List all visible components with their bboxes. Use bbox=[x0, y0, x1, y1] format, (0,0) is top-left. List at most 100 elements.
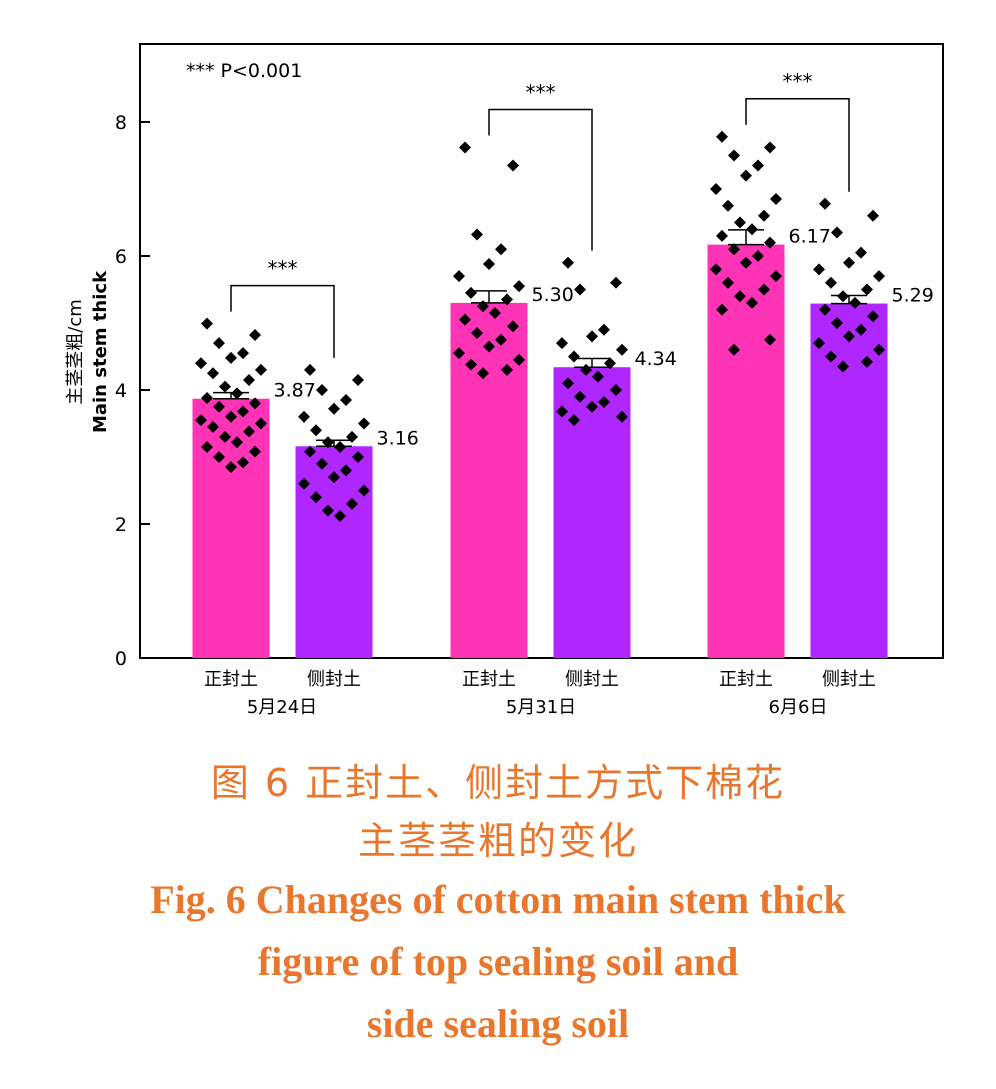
data-point bbox=[610, 276, 622, 289]
caption-cn-line2: 主茎茎粗的变化 bbox=[357, 819, 638, 863]
data-point bbox=[574, 390, 586, 403]
data-point bbox=[722, 199, 734, 212]
significance-note: *** P<0.001 bbox=[186, 60, 302, 82]
data-point bbox=[477, 367, 489, 380]
data-point bbox=[207, 367, 219, 380]
value-label: 3.16 bbox=[377, 427, 419, 449]
data-point bbox=[813, 263, 825, 276]
data-point bbox=[513, 353, 525, 366]
data-point bbox=[328, 471, 340, 484]
data-point bbox=[471, 327, 483, 340]
data-point bbox=[764, 141, 776, 154]
caption-cn-line1: 图 6 正封土、侧封土方式下棉花 bbox=[210, 761, 786, 805]
data-point bbox=[722, 276, 734, 289]
stem-thickness-chart: *** P<0.001 主茎茎粗/cm Main stem thick 0 2 4 6… bbox=[65, 43, 944, 718]
data-point bbox=[243, 425, 255, 438]
data-point bbox=[237, 456, 249, 469]
bar-group: 3.87 正封土 3.16 侧封土 5月24日 *** bbox=[192, 257, 419, 718]
bar bbox=[810, 303, 888, 658]
date-label: 5月31日 bbox=[506, 697, 576, 718]
data-point bbox=[556, 337, 568, 350]
data-point bbox=[213, 451, 225, 463]
data-point bbox=[746, 223, 758, 236]
category-label: 侧封土 bbox=[307, 669, 361, 690]
y-axis-label-cn: 主茎茎粗/cm bbox=[65, 299, 86, 405]
data-point bbox=[459, 141, 471, 154]
data-point bbox=[831, 317, 843, 329]
data-point bbox=[758, 283, 770, 296]
data-point bbox=[352, 373, 364, 386]
data-point bbox=[304, 363, 316, 376]
data-point bbox=[298, 477, 310, 490]
data-point bbox=[237, 405, 249, 418]
data-point bbox=[873, 343, 885, 356]
data-point bbox=[322, 436, 334, 449]
category-label: 正封土 bbox=[719, 669, 773, 690]
data-point bbox=[740, 256, 752, 269]
significance-bracket bbox=[230, 284, 335, 358]
data-point bbox=[249, 397, 261, 410]
data-point bbox=[716, 229, 728, 242]
data-point bbox=[495, 243, 507, 256]
date-label: 6月6日 bbox=[769, 697, 828, 718]
data-point bbox=[819, 303, 831, 316]
data-point bbox=[867, 209, 879, 222]
data-point bbox=[507, 320, 519, 333]
data-point bbox=[195, 414, 207, 427]
caption-en-line1: Fig. 6 Changes of cotton main stem thick bbox=[150, 877, 846, 922]
data-point bbox=[728, 243, 740, 256]
data-point bbox=[358, 484, 370, 497]
data-point bbox=[716, 130, 728, 143]
data-point bbox=[610, 384, 622, 396]
data-point bbox=[507, 159, 519, 172]
data-point bbox=[710, 263, 722, 276]
data-point bbox=[825, 276, 837, 289]
significance-stars: *** bbox=[268, 257, 298, 281]
data-point bbox=[837, 360, 849, 373]
data-point bbox=[586, 330, 598, 343]
data-point bbox=[574, 283, 586, 296]
data-point bbox=[340, 464, 352, 477]
data-point bbox=[453, 347, 465, 360]
data-point bbox=[346, 430, 358, 443]
data-point bbox=[471, 228, 483, 241]
value-label: 5.29 bbox=[892, 285, 934, 307]
date-label: 5月24日 bbox=[247, 697, 317, 718]
data-point bbox=[831, 226, 843, 239]
data-point bbox=[758, 209, 770, 222]
data-point bbox=[843, 256, 855, 269]
data-point bbox=[249, 445, 261, 458]
data-point bbox=[501, 293, 513, 306]
y-tick-label: 8 bbox=[115, 112, 127, 134]
data-point bbox=[598, 396, 610, 409]
data-point bbox=[604, 357, 616, 370]
data-point bbox=[243, 373, 255, 386]
bar-group: 5.30 正封土 4.34 侧封土 5月31日 *** bbox=[450, 80, 677, 718]
data-point bbox=[770, 270, 782, 283]
bar-groups: 3.87 正封土 3.16 侧封土 5月24日 *** 5.30 正封土 4.34 侧封土 5月31… bbox=[192, 70, 934, 718]
data-point bbox=[855, 246, 867, 259]
data-point bbox=[740, 169, 752, 182]
data-point bbox=[837, 290, 849, 303]
data-point bbox=[310, 491, 322, 504]
data-point bbox=[813, 337, 825, 350]
data-point bbox=[249, 329, 261, 342]
bar-group: 6.17 正封土 5.29 侧封土 6月6日 *** bbox=[707, 70, 934, 718]
data-point bbox=[201, 440, 213, 453]
data-point bbox=[346, 497, 358, 510]
data-point bbox=[592, 370, 604, 383]
data-point bbox=[562, 256, 574, 269]
data-point bbox=[867, 310, 879, 323]
data-point bbox=[328, 402, 340, 415]
data-point bbox=[453, 270, 465, 283]
value-label: 3.87 bbox=[274, 380, 316, 402]
data-point bbox=[465, 286, 477, 299]
data-point bbox=[201, 392, 213, 405]
data-point bbox=[734, 216, 746, 229]
data-point bbox=[483, 340, 495, 353]
data-point bbox=[489, 306, 501, 319]
data-point bbox=[298, 410, 310, 423]
significance-bracket bbox=[745, 97, 850, 192]
significance-stars: *** bbox=[783, 70, 813, 94]
data-point bbox=[598, 323, 610, 336]
